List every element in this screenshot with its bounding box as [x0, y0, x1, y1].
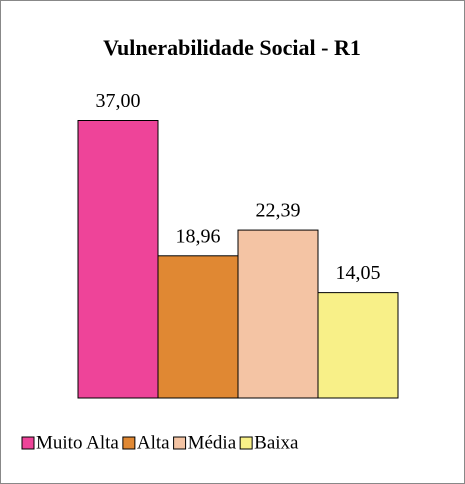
- data-label: 37,00: [96, 90, 141, 112]
- legend-swatch: [122, 436, 136, 450]
- legend-swatch: [173, 436, 187, 450]
- legend-label: Muito Alta: [36, 432, 119, 453]
- bar: [317, 292, 399, 399]
- bar: [237, 229, 319, 399]
- data-label: 22,39: [256, 200, 301, 222]
- bar: [77, 120, 159, 399]
- chart-title: Vulnerabilidade Social - R1: [103, 35, 361, 60]
- legend-swatch: [21, 436, 35, 450]
- legend-label: Alta: [137, 432, 170, 453]
- legend-label: Média: [188, 432, 237, 453]
- data-label: 18,96: [176, 225, 221, 247]
- legend-label: Baixa: [254, 432, 299, 453]
- legend-swatch: [239, 436, 253, 450]
- data-label: 14,05: [336, 262, 381, 284]
- bar: [157, 255, 239, 399]
